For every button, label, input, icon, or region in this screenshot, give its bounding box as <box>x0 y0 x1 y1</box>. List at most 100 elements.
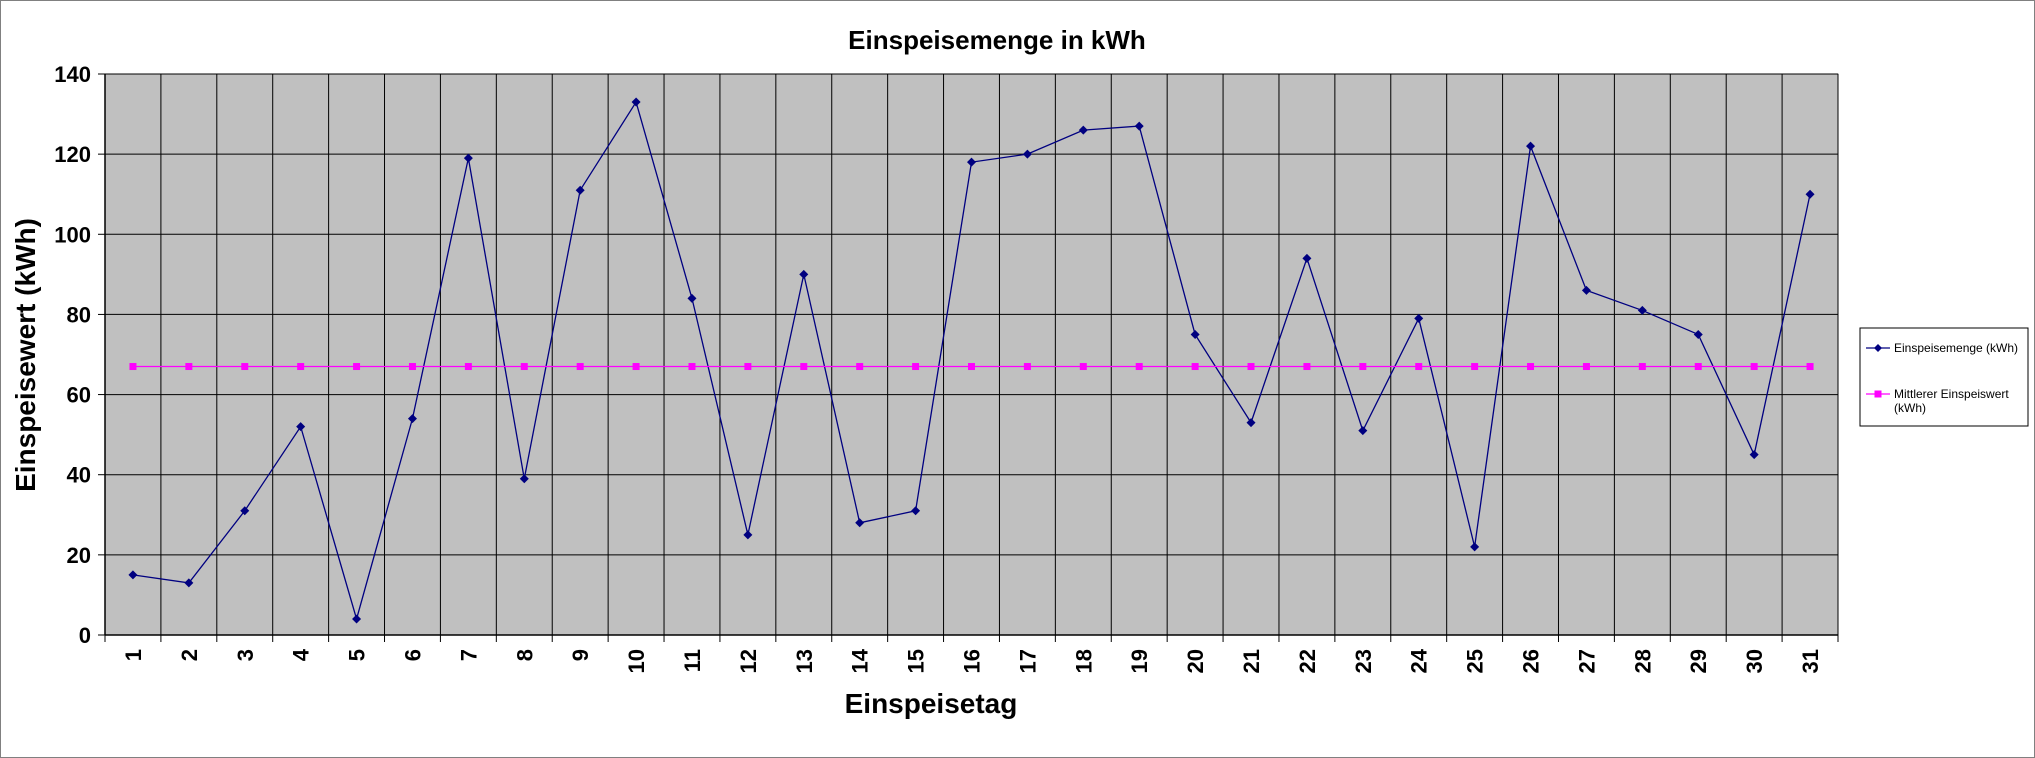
data-point <box>1637 305 1647 315</box>
data-point <box>128 570 138 580</box>
data-point <box>184 578 194 588</box>
legend: Einspeisemenge (kWh) Mittlerer Einspeiswe… <box>1859 327 2029 427</box>
data-point <box>520 363 528 371</box>
data-point <box>1582 363 1590 371</box>
x-tick-label: 29 <box>1686 649 1711 673</box>
data-point <box>743 530 753 540</box>
data-point <box>407 414 417 424</box>
data-point <box>1191 363 1199 371</box>
x-tick-label: 28 <box>1630 649 1655 673</box>
chart-title: Einspeisemenge in kWh <box>848 25 1146 55</box>
x-tick-label: 13 <box>792 649 817 673</box>
data-point <box>1022 149 1032 159</box>
x-tick-label: 22 <box>1295 649 1320 673</box>
x-tick-label: 17 <box>1015 649 1040 673</box>
x-tick-label: 4 <box>289 648 314 661</box>
x-axis-title: Einspeisetag <box>845 688 1018 719</box>
data-point <box>353 363 361 371</box>
data-point <box>1693 329 1703 339</box>
data-point <box>1359 363 1367 371</box>
y-tick-label: 140 <box>54 62 91 87</box>
data-point <box>1135 363 1143 371</box>
legend-label-line: Mittlerer Einspeiswert <box>1894 387 2009 401</box>
x-tick-label: 15 <box>904 649 929 673</box>
data-point <box>800 363 808 371</box>
data-point <box>968 363 975 371</box>
data-point <box>519 474 529 484</box>
x-tick-label: 9 <box>568 649 593 661</box>
data-point <box>1190 329 1200 339</box>
x-tick-label: 1 <box>121 649 146 661</box>
y-tick-label: 100 <box>54 222 91 247</box>
x-tick-label: 5 <box>345 649 370 661</box>
y-tick-label: 120 <box>54 142 91 167</box>
x-tick-label: 7 <box>456 649 481 661</box>
data-point <box>1303 363 1311 371</box>
data-point <box>1134 121 1144 131</box>
data-point <box>1079 363 1087 371</box>
data-point <box>799 269 809 279</box>
x-tick-label: 26 <box>1519 649 1544 673</box>
data-point <box>1526 141 1536 151</box>
data-point <box>1302 253 1312 263</box>
x-tick-label: 6 <box>400 649 425 661</box>
data-point <box>1581 285 1591 295</box>
x-tick-label: 14 <box>848 648 873 673</box>
data-point <box>1806 363 1814 371</box>
legend-label-line: (kWh) <box>1894 401 1926 415</box>
y-tick-label: 60 <box>67 383 91 408</box>
x-tick-label: 3 <box>233 649 258 661</box>
data-point <box>687 293 697 303</box>
data-point <box>129 363 137 371</box>
x-tick-label: 10 <box>624 649 649 673</box>
data-point <box>1023 363 1031 371</box>
data-point <box>576 363 584 371</box>
data-point <box>296 422 306 432</box>
x-tick-label: 25 <box>1463 649 1488 673</box>
x-tick-label: 24 <box>1407 648 1432 673</box>
data-point <box>464 363 472 371</box>
data-point <box>1414 313 1424 323</box>
legend-marker <box>1874 390 1882 398</box>
legend-box <box>1859 327 2029 427</box>
x-tick-label: 31 <box>1798 649 1823 673</box>
data-point <box>1246 418 1256 428</box>
x-tick-label: 20 <box>1183 649 1208 673</box>
y-tick-label: 0 <box>79 623 91 648</box>
x-tick-label: 19 <box>1127 649 1152 673</box>
data-point <box>632 363 640 371</box>
data-point <box>575 185 585 195</box>
data-point <box>688 363 696 371</box>
x-tick-label: 8 <box>512 649 537 661</box>
data-point <box>1247 363 1255 371</box>
legend-label: Mittlerer Einspeiswert (kWh) <box>1894 387 2009 415</box>
data-point <box>856 363 864 371</box>
data-point <box>1415 363 1423 371</box>
data-point <box>1471 363 1479 371</box>
legend-label-line: Einspeisemenge (kWh) <box>1894 341 2018 355</box>
data-point <box>631 97 641 107</box>
x-tick-label: 23 <box>1351 649 1376 673</box>
data-point <box>967 157 976 167</box>
y-tick-label: 80 <box>67 302 91 327</box>
data-point <box>408 363 416 371</box>
legend-label: Einspeisemenge (kWh) <box>1894 341 2018 355</box>
data-point <box>297 363 305 371</box>
data-point <box>185 363 193 371</box>
data-point <box>855 518 865 528</box>
data-point <box>1749 450 1759 460</box>
data-point <box>1470 542 1480 552</box>
data-point <box>1638 363 1646 371</box>
plot-background <box>104 73 1839 636</box>
data-point <box>1694 363 1702 371</box>
data-point <box>744 363 752 371</box>
x-tick-label: 30 <box>1742 649 1767 673</box>
y-tick-label: 40 <box>67 463 91 488</box>
x-tick-label: 27 <box>1574 649 1599 673</box>
x-tick-label: 18 <box>1071 649 1096 673</box>
data-point <box>240 506 250 516</box>
data-point <box>1527 363 1535 371</box>
x-tick-label: 21 <box>1239 649 1264 673</box>
data-point <box>1805 189 1815 199</box>
